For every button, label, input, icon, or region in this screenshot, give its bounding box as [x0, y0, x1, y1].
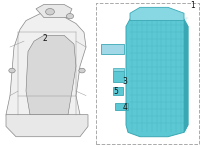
Circle shape: [46, 9, 54, 15]
Circle shape: [66, 14, 74, 19]
Polygon shape: [126, 15, 188, 137]
Bar: [113, 87, 123, 95]
Circle shape: [9, 68, 15, 73]
Text: 2: 2: [43, 34, 47, 44]
Bar: [115, 103, 128, 110]
Bar: [113, 71, 124, 82]
Bar: [113, 68, 124, 71]
Text: 3: 3: [123, 77, 127, 86]
Polygon shape: [184, 21, 188, 132]
Polygon shape: [130, 7, 184, 21]
Text: 4: 4: [123, 103, 127, 112]
Circle shape: [79, 68, 85, 73]
Polygon shape: [6, 12, 86, 135]
Text: 1: 1: [191, 1, 195, 10]
Polygon shape: [26, 35, 76, 115]
Polygon shape: [6, 115, 88, 137]
Bar: [101, 44, 124, 54]
Polygon shape: [36, 4, 72, 18]
Text: 5: 5: [113, 87, 118, 96]
